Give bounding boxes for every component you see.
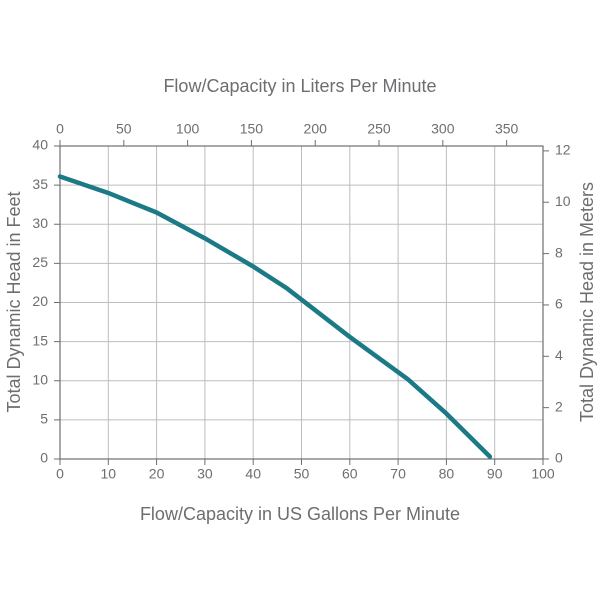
- y-tick-label: 25: [32, 254, 48, 270]
- x-tick-label: 90: [487, 466, 503, 482]
- y-tick-label: 30: [32, 215, 48, 231]
- y2-tick-label: 4: [555, 347, 563, 363]
- x2-tick-label: 250: [367, 121, 391, 137]
- x-tick-label: 100: [531, 466, 555, 482]
- top-axis-title: Flow/Capacity in Liters Per Minute: [163, 76, 436, 96]
- curve: [57, 174, 493, 459]
- y-tick-label: 5: [40, 411, 48, 427]
- x2-tick-label: 100: [176, 121, 200, 137]
- x-axis-title: Flow/Capacity in US Gallons Per Minute: [140, 504, 460, 524]
- y2-tick-label: 6: [555, 296, 563, 312]
- x2-tick-label: 50: [116, 121, 132, 137]
- y-tick-label: 15: [32, 332, 48, 348]
- x2-tick-label: 200: [304, 121, 328, 137]
- y-tick-label: 35: [32, 176, 48, 192]
- y-tick-label: 40: [32, 137, 48, 153]
- x2-tick-label: 0: [56, 121, 64, 137]
- x-tick-label: 10: [101, 466, 117, 482]
- plot-frame: [59, 145, 544, 460]
- y2-tick-label: 0: [555, 450, 563, 466]
- x-tick-label: 50: [294, 466, 310, 482]
- y2-tick-label: 12: [555, 142, 571, 158]
- x2-tick-label: 350: [495, 121, 519, 137]
- x2-tick-label: 150: [240, 121, 264, 137]
- y-tick-label: 10: [32, 371, 48, 387]
- x-tick-label: 60: [342, 466, 358, 482]
- x-tick-label: 70: [390, 466, 406, 482]
- y-tick-label: 20: [32, 293, 48, 309]
- y-axis-title: Total Dynamic Head in Feet: [4, 191, 24, 412]
- y-tick-label: 0: [40, 450, 48, 466]
- y2-tick-label: 10: [555, 193, 571, 209]
- x-tick-label: 20: [149, 466, 165, 482]
- y2-axis-title: Total Dynamic Head in Meters: [577, 182, 597, 422]
- y2-tick-label: 8: [555, 244, 563, 260]
- x2-tick-label: 300: [431, 121, 455, 137]
- x-tick-label: 80: [439, 466, 455, 482]
- x-tick-label: 40: [245, 466, 261, 482]
- y2-tick-label: 2: [555, 398, 563, 414]
- x-tick-label: 0: [56, 466, 64, 482]
- x-tick-label: 30: [197, 466, 213, 482]
